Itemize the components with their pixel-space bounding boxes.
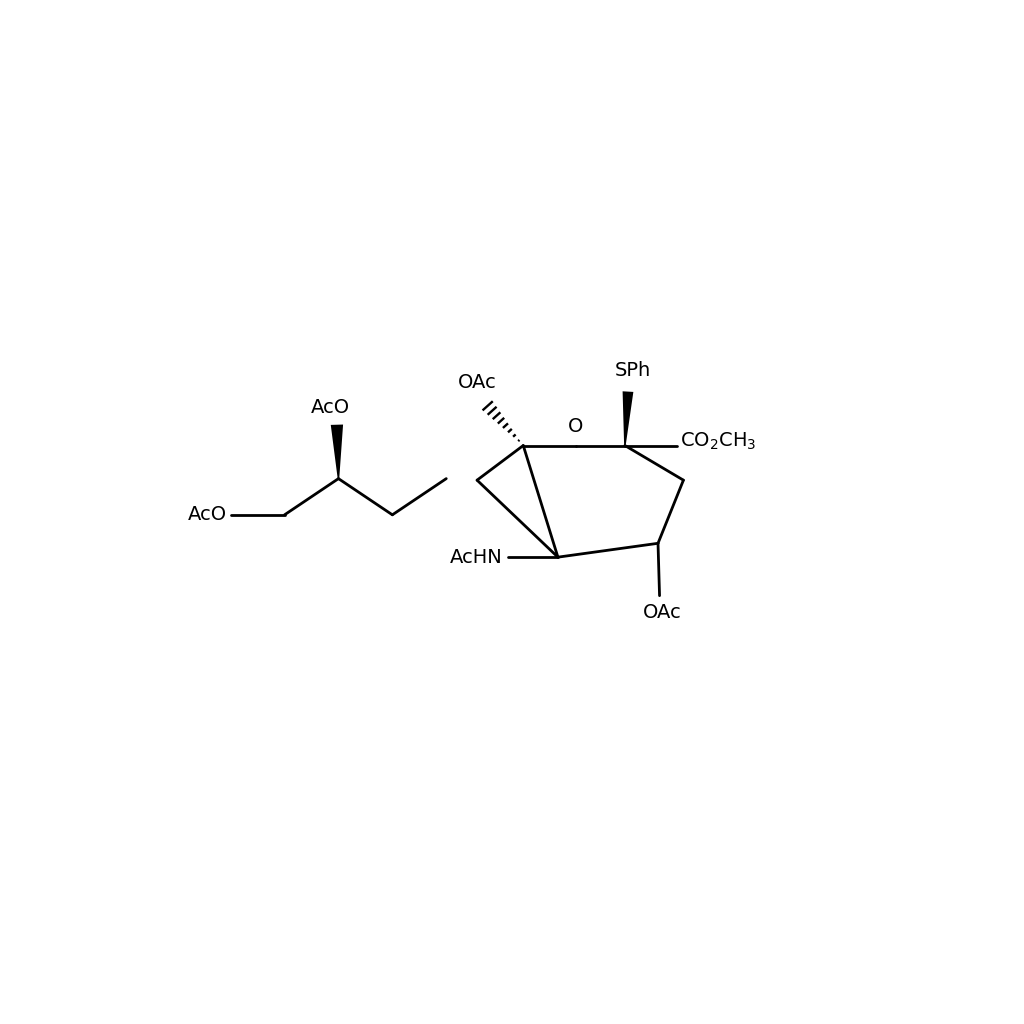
- Text: OAc: OAc: [458, 373, 497, 391]
- Text: CO$_2$CH$_3$: CO$_2$CH$_3$: [680, 431, 757, 453]
- Text: AcHN: AcHN: [450, 548, 503, 566]
- Text: AcO: AcO: [311, 398, 350, 417]
- Polygon shape: [331, 425, 343, 478]
- Polygon shape: [623, 391, 634, 445]
- Text: OAc: OAc: [642, 603, 681, 623]
- Text: SPh: SPh: [614, 361, 650, 380]
- Text: O: O: [568, 417, 584, 436]
- Text: AcO: AcO: [187, 505, 226, 524]
